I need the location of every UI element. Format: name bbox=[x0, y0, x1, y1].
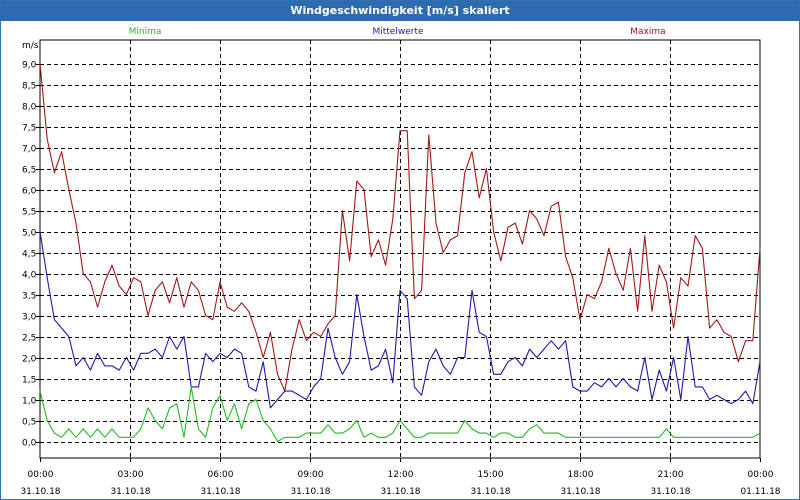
y-tick-label: 8,5 bbox=[22, 82, 36, 92]
y-tick-label: 4,0 bbox=[22, 271, 37, 281]
x-tick-date: 31.10.18 bbox=[470, 487, 510, 497]
x-tick-time: 09:00 bbox=[298, 470, 324, 480]
y-tick-label: 3,5 bbox=[22, 292, 36, 302]
y-tick-label: 0,0 bbox=[22, 439, 37, 449]
y-tick-label: 7,5 bbox=[22, 124, 36, 134]
y-tick-label: 6,0 bbox=[22, 187, 37, 197]
series-line-minima bbox=[39, 386, 761, 443]
x-tick-time: 15:00 bbox=[478, 470, 504, 480]
x-tick-date: 31.10.18 bbox=[560, 487, 600, 497]
window-title: Windgeschwindigkeit [m/s] skaliert bbox=[1, 1, 799, 21]
y-tick-label: 2,5 bbox=[22, 334, 36, 344]
x-tick-date: 31.10.18 bbox=[380, 487, 420, 497]
x-tick-date: 01.11.18 bbox=[740, 487, 780, 497]
y-tick-label: 4,5 bbox=[22, 250, 36, 260]
x-tick-time: 06:00 bbox=[208, 470, 234, 480]
y-tick-label: 0,5 bbox=[22, 418, 36, 428]
x-tick-date: 31.10.18 bbox=[290, 487, 330, 497]
x-tick-date: 31.10.18 bbox=[110, 487, 150, 497]
y-tick-label: 3,0 bbox=[22, 313, 37, 323]
y-tick-label: 1,5 bbox=[22, 376, 36, 386]
x-tick-time: 00:00 bbox=[748, 470, 774, 480]
x-tick-time: 21:00 bbox=[658, 470, 684, 480]
x-tick-time: 00:00 bbox=[28, 470, 54, 480]
y-tick-label: 9,0 bbox=[22, 61, 37, 71]
series-line-maxima bbox=[39, 63, 761, 392]
legend-mittelwerte: Mittelwerte bbox=[372, 27, 423, 37]
x-tick-date: 31.10.18 bbox=[200, 487, 240, 497]
x-tick-time: 12:00 bbox=[388, 470, 414, 480]
y-tick-label: 7,0 bbox=[22, 145, 37, 155]
plot-frame bbox=[39, 39, 761, 459]
x-tick-date: 31.10.18 bbox=[650, 487, 690, 497]
y-axis-label: m/s bbox=[22, 41, 39, 51]
x-tick-date: 31.10.18 bbox=[20, 487, 60, 497]
legend-minima: Minima bbox=[129, 27, 162, 37]
legend-maxima: Maxima bbox=[630, 27, 665, 37]
x-tick-time: 03:00 bbox=[118, 470, 144, 480]
y-tick-label: 6,5 bbox=[22, 166, 36, 176]
x-tick-time: 18:00 bbox=[568, 470, 594, 480]
y-tick-label: 2,0 bbox=[22, 355, 37, 365]
y-tick-label: 5,0 bbox=[22, 229, 37, 239]
y-tick-label: 1,0 bbox=[22, 397, 37, 407]
y-tick-label: 5,5 bbox=[22, 208, 36, 218]
y-tick-label: 8,0 bbox=[22, 103, 37, 113]
series-line-mittelwerte bbox=[39, 231, 761, 409]
